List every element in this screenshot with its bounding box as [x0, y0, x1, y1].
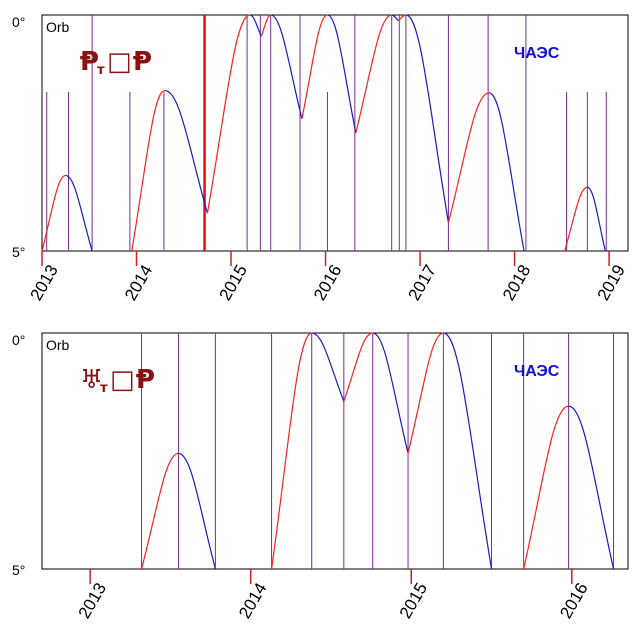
y-bottom-label: 5°	[12, 562, 25, 578]
x-tick-label: 2014	[235, 580, 270, 622]
orb-curve-separating	[443, 332, 493, 570]
orb-curve-separating	[372, 332, 409, 454]
orb-curve-approaching	[131, 89, 166, 252]
x-tick-label: 2013	[26, 262, 61, 304]
orb-curve-approaching	[270, 332, 312, 570]
orb-curve-approaching	[301, 14, 328, 119]
y-top-label: 0°	[12, 332, 25, 348]
x-tick-label: 2016	[556, 580, 591, 622]
x-tick-label: 2014	[121, 262, 156, 304]
aspect-planet-left: ♅	[80, 365, 103, 395]
orb-curve-separating	[164, 89, 208, 214]
station-label: ЧАЭС	[514, 45, 560, 62]
aspect-subscript: т	[100, 381, 108, 396]
x-tick-label: 2016	[310, 262, 345, 304]
orb-curve-separating	[178, 452, 216, 570]
orb-curve-approaching	[140, 452, 179, 570]
x-tick-label: 2018	[499, 262, 534, 304]
orb-curve-separating	[568, 405, 615, 570]
orb-curve-approaching	[41, 174, 66, 252]
orb-curve-separating	[405, 14, 450, 223]
orb-curve-separating	[327, 14, 357, 134]
y-bottom-label: 5°	[12, 244, 25, 260]
plot-frame	[41, 14, 629, 252]
orb-curve-approaching	[260, 14, 271, 37]
y-top-label: 0°	[12, 14, 25, 30]
orb-curve-approaching	[523, 405, 569, 570]
station-label: ЧАЭС	[514, 363, 560, 380]
x-tick-label: 2019	[594, 262, 629, 304]
chart-panel-1: Orb 0° 5° Ᵽ т □ Ᵽ ЧАЭС 2013 2014 2015 2016 2…	[12, 14, 629, 304]
orb-curve-separating	[270, 14, 303, 119]
orb-label: Orb	[46, 337, 70, 353]
x-tick-label: 2017	[405, 262, 440, 304]
aspect-square-symbol: □	[110, 365, 135, 395]
aspect-planet-right: Ᵽ	[133, 47, 152, 77]
orb-curve-separating	[391, 14, 399, 22]
orb-curve-approaching	[564, 186, 588, 252]
aspect-square-symbol: □	[107, 47, 132, 77]
plot-frame	[41, 332, 629, 570]
orb-curve-separating	[587, 186, 606, 252]
aspect-planet-right: Ᵽ	[136, 365, 155, 395]
orb-label: Orb	[46, 19, 70, 35]
x-tick-label: 2015	[396, 580, 431, 622]
orb-curve-separating	[488, 92, 525, 252]
orb-curve-approaching	[206, 14, 251, 214]
orb-curve-approaching	[407, 332, 444, 454]
orb-curve-approaching	[355, 14, 392, 134]
chart-panel-2: Orb 0° 5° ♅ т □ Ᵽ ЧАЭС 2013 2014 2015 2016	[12, 332, 629, 622]
orb-curve-approaching	[343, 332, 373, 402]
orb-curve-approaching	[397, 14, 406, 22]
orb-curve-separating	[65, 174, 93, 252]
aspect-subscript: т	[97, 63, 105, 78]
orb-curve-separating	[249, 14, 262, 37]
aspect-planet-left: Ᵽ	[80, 47, 99, 77]
x-tick-label: 2015	[216, 262, 251, 304]
orb-curve-separating	[311, 332, 345, 402]
orb-curve-approaching	[447, 92, 490, 223]
x-tick-label: 2013	[75, 580, 110, 622]
